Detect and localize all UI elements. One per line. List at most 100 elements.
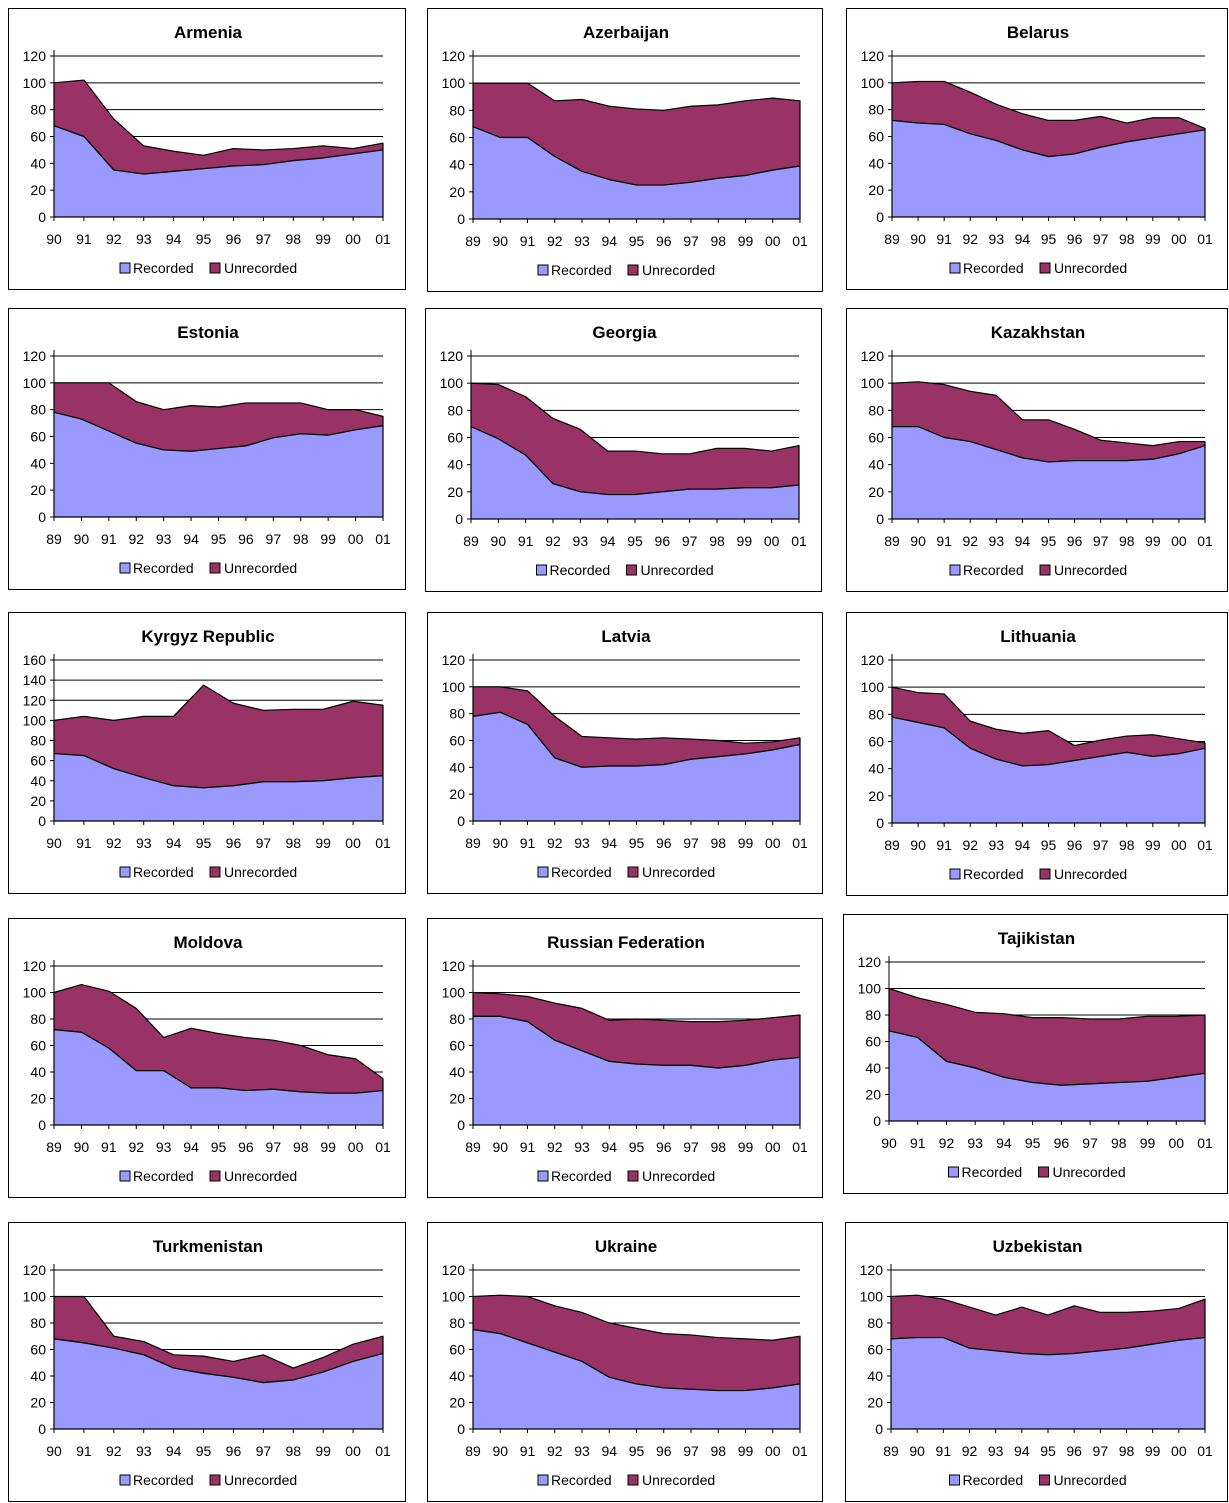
recorded-area [53,125,384,218]
y-tick-label: 20 [30,793,46,809]
y-tick-label: 0 [875,1421,883,1437]
chart-svg: Uzbekistan 0 20 40 60 80 100 120 89 90 91 92 93 94 95 9… [860,1237,1213,1488]
legend-label-recorded: Recorded [133,1472,194,1488]
y-tick-label: 40 [868,761,884,777]
legend-label-recorded: Recorded [963,866,1024,882]
x-tick-label: 92 [939,1135,955,1151]
y-tick-label: 0 [876,209,884,225]
x-tick-label: 99 [315,231,331,247]
x-tick-label: 95 [1041,837,1057,853]
x-tick-label: 89 [884,837,900,853]
x-tick-label: 00 [1171,231,1187,247]
x-tick-label: 96 [656,233,672,249]
x-tick-label: 93 [156,1139,172,1155]
y-tick-label: 20 [867,1395,883,1411]
x-tick-label: 91 [76,231,92,247]
x-tick-label: 97 [683,233,699,249]
x-tick-label: 90 [881,1135,897,1151]
x-tick-label: 94 [601,233,617,249]
y-tick-label: 40 [449,1368,465,1384]
x-tick-label: 00 [1168,1135,1184,1151]
x-tick-label: 99 [1145,837,1161,853]
x-tick-label: 95 [629,233,645,249]
x-tick-label: 98 [710,1139,726,1155]
chart-panel: Georgia 0 20 40 60 80 100 120 89 90 91 92 93 94 95 96 97… [425,308,822,592]
legend-swatch-recorded [119,1170,131,1182]
x-tick-label: 91 [910,1135,926,1151]
legend: Recorded Unrecorded [537,1168,715,1184]
x-tick-label: 99 [738,233,754,249]
x-tick-label: 98 [710,1443,726,1459]
legend-label-unrecorded: Unrecorded [224,1168,297,1184]
x-tick-label: 91 [520,1443,536,1459]
y-tick-label: 160 [23,652,47,668]
chart-svg: Kyrgyz Republic 0 20 40 60 80 100 120 140 160 90 91… [23,627,391,880]
chart-title: Kyrgyz Republic [141,627,274,646]
x-tick-label: 90 [492,1443,508,1459]
recorded-area [53,1338,384,1430]
legend-label-recorded: Recorded [551,1472,612,1488]
y-tick-label: 60 [865,1034,881,1050]
x-tick-label: 01 [375,231,391,247]
y-tick-label: 80 [30,1011,46,1027]
chart-panel: Lithuania 0 20 40 60 80 100 120 89 90 91 92 93 94 95 96… [846,612,1228,896]
y-tick-label: 120 [858,954,882,970]
x-tick-label: 93 [988,1443,1004,1459]
x-tick-label: 98 [709,533,725,549]
y-tick-label: 120 [442,652,466,668]
legend-label-unrecorded: Unrecorded [224,864,297,880]
y-tick-label: 40 [449,157,465,173]
legend-swatch-unrecorded [627,1170,639,1182]
y-tick-label: 40 [449,759,465,775]
y-tick-label: 120 [440,348,464,364]
y-tick-label: 20 [449,1091,465,1107]
chart-title: Armenia [174,23,243,42]
y-tick-label: 100 [861,75,885,91]
y-tick-label: 20 [449,1395,465,1411]
legend-label-unrecorded: Unrecorded [642,1472,715,1488]
y-tick-label: 100 [23,985,47,1001]
legend-swatch-recorded [949,262,961,274]
chart-panel: Moldova 0 20 40 60 80 100 120 89 90 91 92 93 94 95 96 97… [8,918,406,1198]
y-tick-label: 0 [457,1421,465,1437]
x-tick-label: 91 [936,533,952,549]
x-tick-label: 93 [574,1139,590,1155]
y-tick-label: 60 [868,430,884,446]
legend-label-recorded: Recorded [962,1164,1023,1180]
x-tick-label: 95 [196,231,212,247]
y-tick-label: 120 [23,958,47,974]
x-tick-label: 01 [375,835,391,851]
x-tick-label: 89 [465,233,481,249]
x-tick-label: 96 [1067,533,1083,549]
x-tick-label: 93 [573,533,589,549]
x-tick-label: 01 [792,1443,808,1459]
x-tick-label: 01 [791,533,807,549]
chart-title: Estonia [177,323,239,342]
x-tick-label: 89 [463,533,479,549]
chart-title: Kazakhstan [991,323,1085,342]
x-tick-label: 97 [1093,533,1109,549]
chart-svg: Armenia 0 20 40 60 80 100 120 90 91 92 93 94 95 96 97 98… [23,23,391,276]
chart-title: Georgia [592,323,657,342]
chart-svg: Latvia 0 20 40 60 80 100 120 89 90 91 92 93 94 95 96 97 9… [442,627,808,880]
chart-title: Latvia [601,627,651,646]
x-tick-label: 99 [737,533,753,549]
y-tick-label: 0 [38,1117,46,1133]
legend-swatch-unrecorded [209,562,221,574]
x-tick-label: 95 [629,1443,645,1459]
y-tick-label: 60 [867,1342,883,1358]
y-tick-label: 20 [868,484,884,500]
x-tick-label: 92 [547,233,563,249]
y-tick-label: 120 [861,348,885,364]
y-tick-label: 20 [30,182,46,198]
y-tick-label: 80 [449,1011,465,1027]
x-tick-label: 92 [106,835,122,851]
legend-swatch-unrecorded [209,262,221,274]
y-tick-label: 80 [447,402,463,418]
recorded-area [472,711,801,822]
legend-label-recorded: Recorded [550,562,611,578]
legend-swatch-unrecorded [209,1474,221,1486]
x-tick-label: 00 [345,1443,361,1459]
legend: Recorded Unrecorded [537,1472,715,1488]
chart-panel: Ukraine 0 20 40 60 80 100 120 89 90 91 92 93 94 95 96 97… [427,1222,823,1502]
